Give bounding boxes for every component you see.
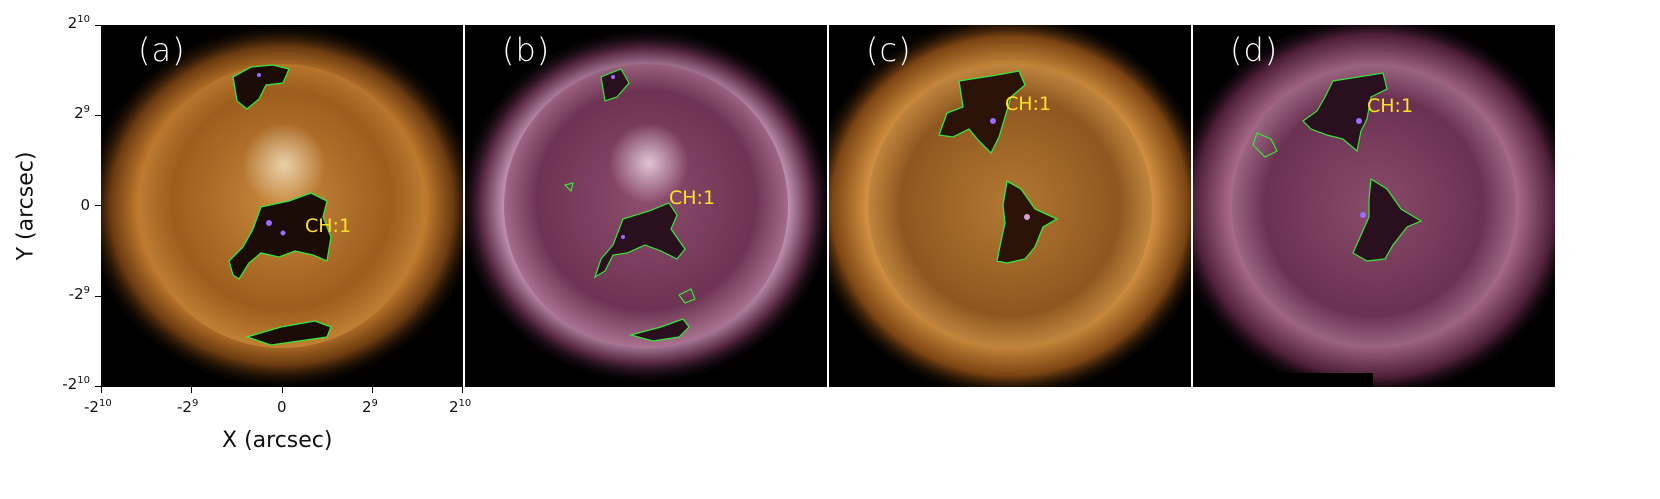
ch-label: CH:1 (1367, 95, 1414, 117)
y-tick-label: -29 (68, 285, 90, 303)
panel-label: (a) (138, 31, 186, 69)
coronal-hole-contour-north (232, 64, 290, 110)
sun-image-d (1193, 25, 1555, 387)
y-tick (95, 25, 101, 26)
x-tick (191, 387, 192, 393)
coronal-hole-contour-north (600, 68, 630, 102)
panel-b: (b) CH:1 (465, 25, 827, 387)
y-tick-label: 210 (67, 14, 90, 32)
coronal-hole-contour-ch1 (938, 70, 1026, 155)
x-tick (372, 387, 373, 393)
x-tick-label: 210 (449, 398, 472, 416)
coronal-hole-contour-ch1 (1302, 72, 1388, 153)
x-tick (101, 387, 102, 393)
y-axis-title: Y (arcsec) (13, 151, 39, 261)
y-tick (95, 296, 101, 297)
panel-a: (a) CH:1 (101, 25, 463, 387)
y-tick (95, 115, 101, 116)
sun-image-b (465, 26, 827, 386)
x-axis-title: X (arcsec) (222, 428, 333, 453)
ch-label: CH:1 (669, 187, 716, 209)
coronal-hole-contour-central (996, 179, 1059, 264)
y-tick-label: -210 (62, 375, 90, 393)
x-tick-label: 29 (362, 398, 378, 416)
panel-label: (d) (1230, 31, 1279, 69)
x-tick-label: -29 (177, 398, 199, 416)
panel-c: (c) CH:1 (829, 25, 1191, 387)
x-tick (282, 387, 283, 393)
x-tick-label: -210 (84, 398, 112, 416)
coronal-hole-contour-south (244, 320, 332, 346)
coronal-hole-contour-ch1 (228, 192, 332, 280)
panel-label: (b) (502, 31, 551, 69)
panel-separator (463, 25, 465, 387)
panel-d: (d) CH:1 (1193, 25, 1555, 387)
coronal-hole-contour-ch1 (593, 202, 686, 279)
ch-label: CH:1 (1005, 93, 1052, 115)
panel-label: (c) (866, 31, 912, 69)
panel-separator (1191, 25, 1193, 387)
y-tick-label: 0 (80, 196, 90, 214)
ch-label: CH:1 (305, 215, 352, 237)
y-tick (95, 205, 101, 206)
sun-image-c (829, 25, 1191, 387)
y-tick (95, 386, 101, 387)
y-tick-label: 29 (74, 104, 90, 122)
panel-separator (827, 25, 829, 387)
coronal-hole-contour-central (1352, 177, 1423, 262)
sun-image-a (101, 25, 463, 387)
x-tick (462, 387, 463, 393)
coronal-hole-contour-south (628, 318, 690, 342)
x-tick-label: 0 (277, 398, 287, 416)
